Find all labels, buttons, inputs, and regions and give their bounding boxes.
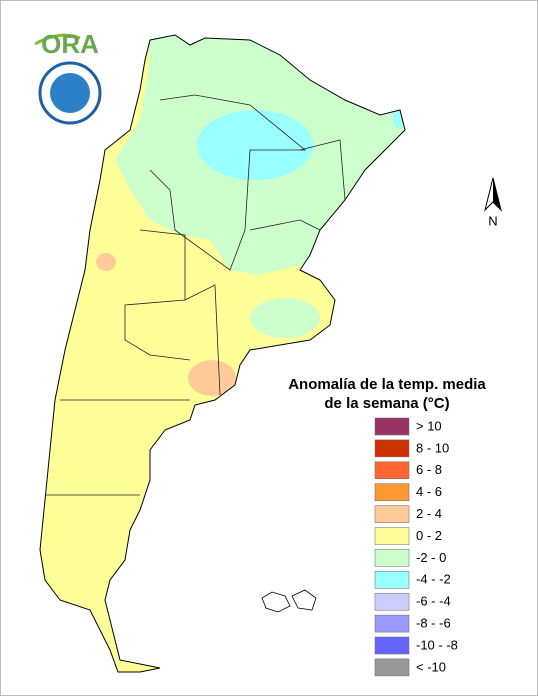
legend-label: 2 - 4 xyxy=(416,506,442,521)
compass: N xyxy=(484,177,502,228)
legend-label: -2 - 0 xyxy=(416,550,446,565)
legend-label: < -10 xyxy=(416,659,446,674)
legend-swatch xyxy=(374,527,410,545)
province-borders xyxy=(45,94,346,496)
legend-label: -8 - -6 xyxy=(416,616,451,631)
legend-title: Anomalía de la temp. media xyxy=(288,376,486,393)
legend-label: 0 - 2 xyxy=(416,528,442,543)
legend-swatch xyxy=(374,614,410,633)
legend-label: 6 - 8 xyxy=(416,462,442,477)
legend-label: -6 - -4 xyxy=(416,594,451,609)
legend-swatch xyxy=(374,483,410,501)
legend-label: -10 - -8 xyxy=(416,637,458,652)
logo-text: ORA xyxy=(41,29,99,59)
legend-swatch xyxy=(374,571,410,589)
legend-label: 4 - 6 xyxy=(416,484,442,499)
legend-swatch xyxy=(374,439,410,458)
logo: ORA xyxy=(34,29,102,125)
legend-swatch xyxy=(374,636,410,655)
legend-swatch xyxy=(374,417,410,436)
legend-swatch xyxy=(374,549,410,567)
legend-title: de la semana (°C) xyxy=(324,395,449,412)
islands xyxy=(261,589,317,613)
legend-label: 8 - 10 xyxy=(416,440,449,455)
compass-label: N xyxy=(488,213,497,228)
legend-label: > 10 xyxy=(416,418,442,433)
legend-swatch xyxy=(374,658,410,677)
legend-swatch xyxy=(374,592,410,611)
legend-swatch xyxy=(374,461,410,480)
legend-label: -4 - -2 xyxy=(416,572,451,587)
legend-swatch xyxy=(374,505,410,523)
